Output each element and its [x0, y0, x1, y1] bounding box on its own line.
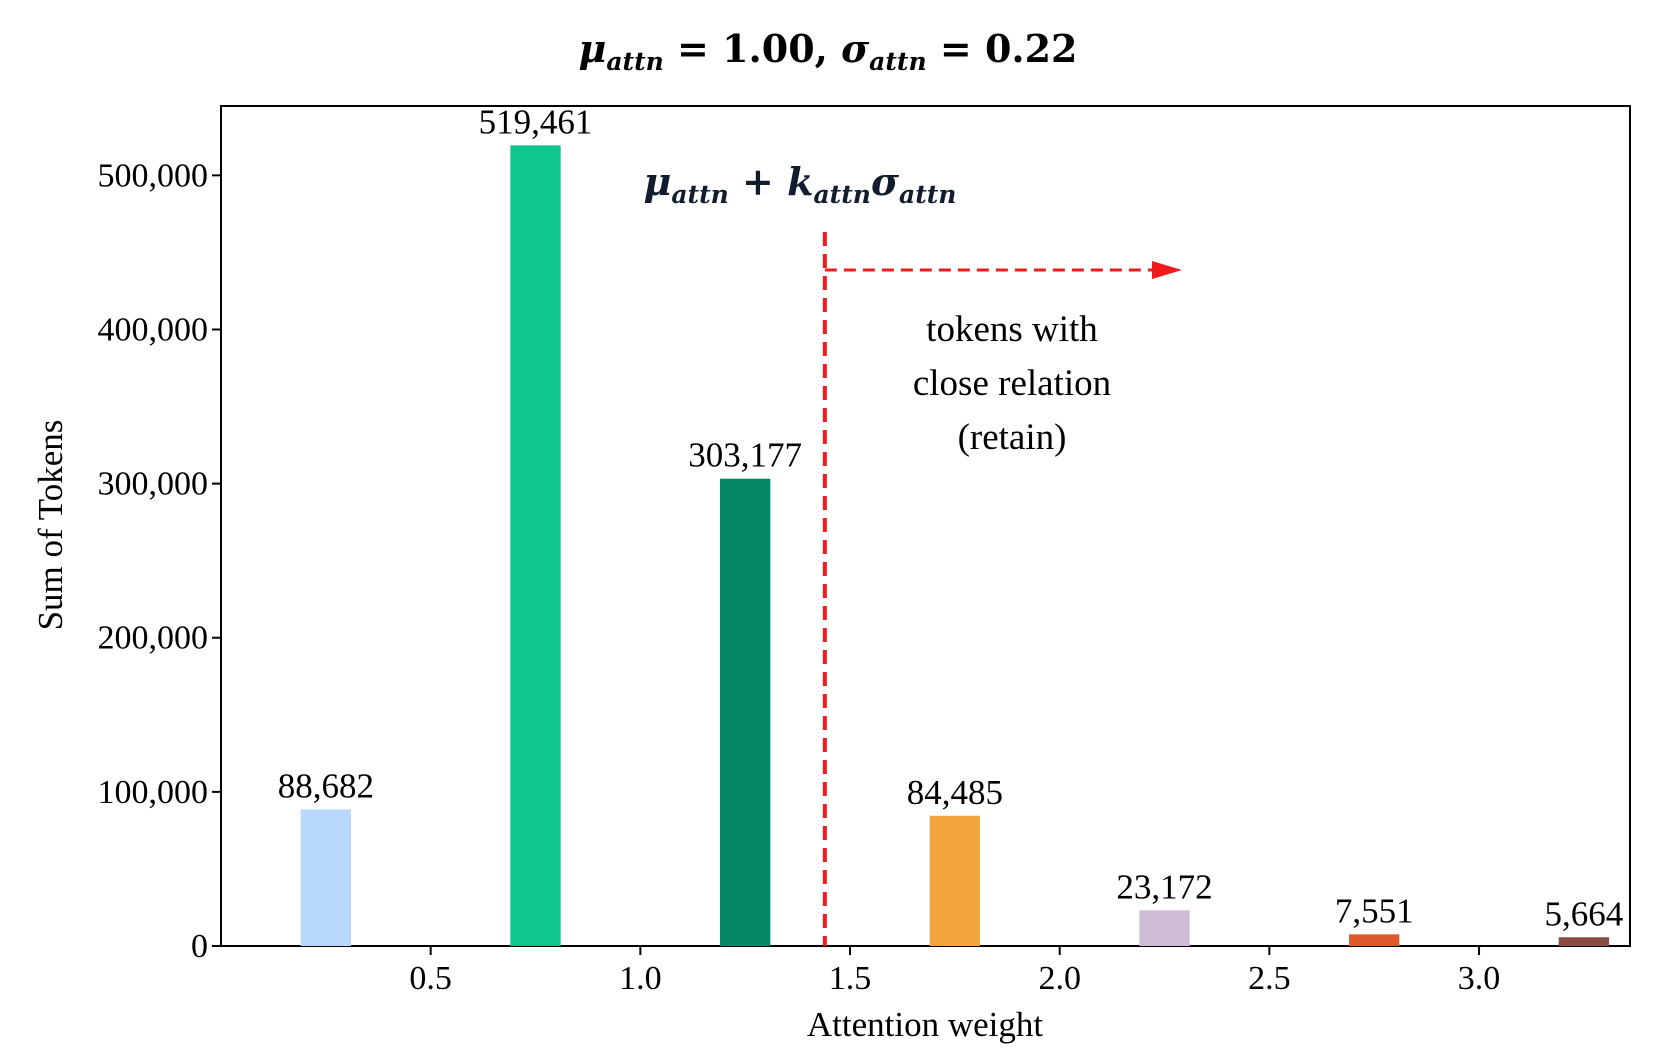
title-attn-2: attn — [869, 47, 926, 76]
x-tick-label: 1.5 — [829, 960, 872, 997]
bar-value-label: 7,551 — [1335, 891, 1414, 930]
title-attn-1: attn — [606, 47, 663, 76]
annotation-line-2: close relation — [913, 363, 1111, 404]
x-tick-label: 2.0 — [1038, 960, 1081, 997]
bar-value-label: 5,664 — [1544, 894, 1623, 933]
bar — [720, 478, 771, 946]
y-tick-label: 300,000 — [98, 466, 209, 503]
formula-attn-3: attn — [899, 180, 956, 209]
x-axis: 0.5 1.0 1.5 2.0 2.5 3.0 — [409, 946, 1500, 997]
bar-series — [300, 145, 1610, 947]
annotation-line-1: tokens with — [926, 309, 1098, 350]
title-mu: μ — [579, 26, 607, 71]
y-tick-label: 500,000 — [98, 157, 209, 194]
x-tick-label: 1.0 — [619, 960, 662, 997]
y-axis-label: Sum of Tokens — [31, 420, 70, 631]
formula-attn-2: attn — [813, 180, 870, 209]
bar-value-label: 23,172 — [1116, 867, 1212, 906]
x-tick-label: 2.5 — [1248, 960, 1291, 997]
bar — [929, 815, 981, 946]
title-eq-1: = 1.00, — [664, 26, 841, 71]
formula-k: k — [787, 159, 813, 204]
y-tick-label: 400,000 — [98, 311, 209, 348]
plot-frame — [220, 105, 1631, 947]
formula-mu: μ — [644, 159, 672, 204]
x-tick-label: 3.0 — [1458, 960, 1501, 997]
bar-value-label: 519,461 — [479, 102, 593, 141]
chart-title: μattn = 1.00, σattn = 0.22 — [579, 26, 1078, 76]
title-eq-2: = 0.22 — [927, 26, 1078, 71]
x-axis-label: Attention weight — [807, 1005, 1043, 1044]
annotation-line-3: (retain) — [958, 417, 1067, 458]
bar — [510, 145, 561, 947]
arrow-head-icon — [1152, 261, 1182, 279]
bar-value-label: 84,485 — [907, 773, 1003, 812]
y-tick-label: 200,000 — [98, 620, 209, 657]
threshold-formula: μattn + kattnσattn — [644, 159, 957, 209]
bar-value-label: 303,177 — [688, 436, 802, 475]
y-tick-label: 100,000 — [98, 774, 209, 811]
bar-value-labels: 88,682 519,461 303,177 84,485 23,172 7,551 5,6… — [278, 102, 1624, 933]
formula-plus: + — [729, 159, 787, 204]
bar — [1558, 937, 1610, 946]
bar — [1349, 934, 1400, 946]
bar — [1139, 910, 1190, 946]
title-sigma: σ — [841, 26, 870, 71]
bar-value-label: 88,682 — [278, 766, 374, 805]
formula-attn-1: attn — [671, 180, 728, 209]
y-tick-label: 0 — [191, 928, 208, 965]
y-axis: 0 100,000 200,000 300,000 400,000 500,000 — [98, 157, 221, 965]
bar — [300, 809, 351, 946]
x-tick-label: 0.5 — [409, 960, 452, 997]
formula-sigma: σ — [871, 159, 900, 204]
